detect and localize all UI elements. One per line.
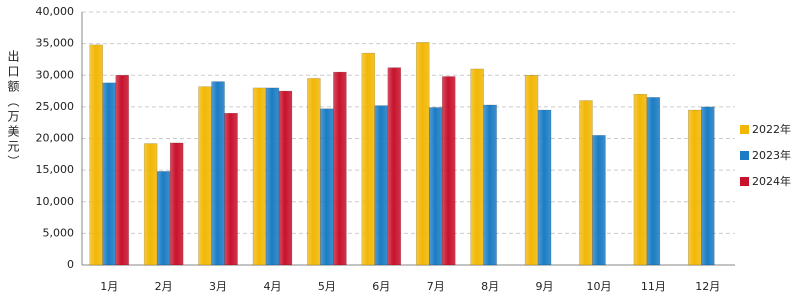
bar: [428, 107, 443, 266]
bar: [374, 105, 389, 266]
bar: [579, 100, 593, 266]
x-tick-label: 4月: [263, 280, 281, 293]
bar: [646, 97, 661, 266]
y-tick-label: 25,000: [36, 100, 75, 113]
bar: [470, 68, 484, 266]
legend-label: 2024年: [752, 174, 791, 188]
legend-label: 2023年: [752, 148, 791, 162]
x-tick-label: 5月: [318, 280, 336, 293]
legend-swatch: [740, 177, 749, 186]
x-tick-label: 3月: [209, 280, 227, 293]
bar: [156, 171, 171, 266]
bar: [701, 106, 715, 266]
bar: [169, 142, 184, 266]
y-tick-label: 5,000: [43, 226, 75, 239]
bar: [224, 112, 238, 266]
bar: [320, 108, 334, 266]
bar: [688, 109, 702, 266]
y-tick-label: 20,000: [36, 132, 75, 145]
bar: [89, 44, 103, 266]
bar: [102, 82, 116, 266]
bar: [211, 81, 225, 266]
y-tick-label: 35,000: [36, 37, 75, 50]
bar: [387, 67, 402, 266]
bar: [361, 52, 376, 266]
bar: [307, 78, 321, 266]
bar: [265, 87, 280, 266]
legend-swatch: [740, 125, 749, 134]
x-tick-label: 6月: [372, 280, 390, 293]
x-tick-label: 12月: [695, 280, 720, 293]
y-axis-label: 出口额（万美元）: [6, 50, 20, 170]
bar: [537, 109, 552, 266]
bar: [441, 76, 456, 266]
x-tick-label: 9月: [536, 280, 554, 293]
x-tick-label: 11月: [641, 280, 666, 293]
x-tick-label: 8月: [481, 280, 499, 293]
y-tick-label: 15,000: [36, 163, 75, 176]
y-tick-label: 30,000: [36, 68, 75, 81]
bar: [592, 135, 606, 266]
bar: [198, 86, 212, 266]
bar: [115, 75, 129, 266]
x-tick-label: 2月: [155, 280, 173, 293]
bar: [524, 75, 539, 266]
bar: [633, 93, 648, 266]
y-tick-label: 40,000: [36, 5, 75, 18]
bar: [143, 143, 158, 266]
x-tick-label: 7月: [427, 280, 445, 293]
bar: [483, 104, 497, 266]
legend-label: 2022年: [752, 122, 791, 136]
y-tick-label: 0: [67, 258, 74, 271]
bar: [333, 71, 347, 266]
bar: [278, 90, 293, 266]
bar: [415, 42, 430, 266]
x-tick-label: 10月: [586, 280, 611, 293]
y-tick-label: 10,000: [36, 195, 75, 208]
x-tick-label: 1月: [100, 280, 118, 293]
bar: [252, 87, 267, 266]
legend-swatch: [740, 151, 749, 160]
